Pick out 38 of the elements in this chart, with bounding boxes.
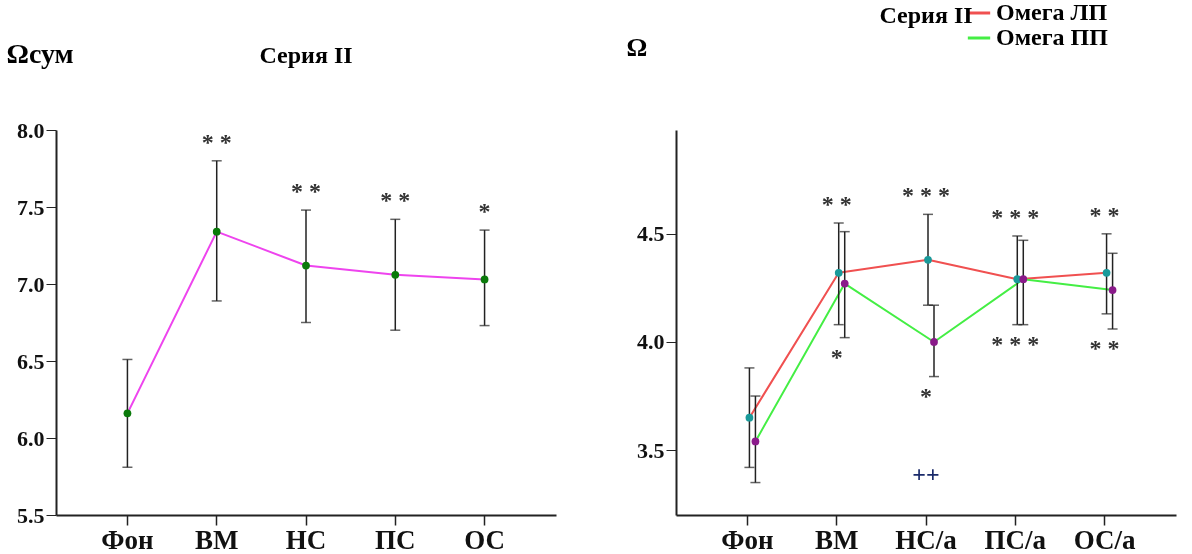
annotation: * * [201,128,232,155]
y-tick-label: 5.5 [17,502,45,528]
annotation: * [830,343,843,370]
annotation: * * * [991,330,1040,357]
x-tick-label: ОС [464,524,505,554]
y-axis-title: Ω [626,32,648,62]
annotation: * [478,198,491,225]
y-tick-label: 4.0 [637,329,665,355]
y-tick-label: 3.5 [637,437,665,463]
x-tick-label: НС [285,524,327,554]
annotation: * * [821,191,852,218]
chart-title: Серия II [879,2,973,28]
x-tick-label: ВМ [814,524,859,554]
y-tick-label: 8.0 [17,117,45,143]
x-tick-label: ПС/а [984,524,1047,554]
annotation: ++ [912,461,940,487]
y-tick-label: 6.0 [17,425,45,451]
x-tick-label: НС/а [895,524,958,554]
annotation: * * * [902,182,950,209]
y-axis-title: Ωсум [6,37,74,69]
annotation: * * [1089,201,1120,228]
x-tick-label: Фон [101,524,154,554]
x-tick-label: ОС/а [1073,524,1136,554]
x-tick-label: ВМ [194,524,239,554]
annotation: * * [291,178,321,205]
x-tick-label: Фон [721,524,774,554]
annotation: * * [380,187,411,214]
y-tick-label: 7.0 [17,271,45,297]
legend-label: Омега ПП [996,24,1109,50]
annotation: * [920,382,932,409]
legend-label: Омега ЛП [996,0,1108,25]
y-tick-label: 4.5 [637,221,665,247]
annotation: * * [1089,334,1120,361]
x-tick-label: ПС [375,524,416,554]
y-tick-label: 7.5 [17,194,45,220]
y-tick-label: 6.5 [17,348,45,374]
chart-title: Серия II [259,42,353,68]
annotation: * * * [991,203,1040,230]
